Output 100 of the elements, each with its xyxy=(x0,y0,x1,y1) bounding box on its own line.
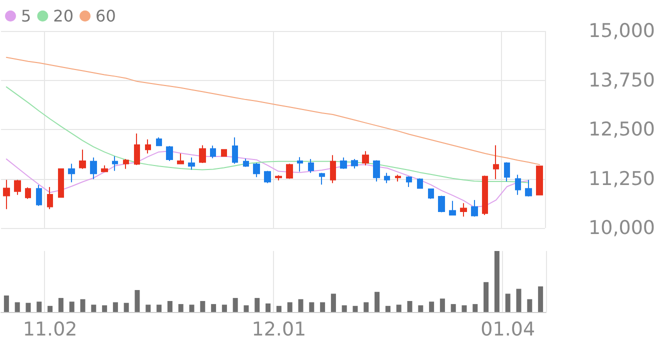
bar xyxy=(244,305,249,312)
candlestick xyxy=(471,200,478,218)
candlestick xyxy=(188,156,195,170)
candlestick xyxy=(351,158,358,170)
bar xyxy=(112,302,118,312)
bar xyxy=(527,299,532,312)
candlestick xyxy=(47,186,53,210)
bar xyxy=(36,302,42,312)
candlestick xyxy=(417,178,423,190)
candlestick xyxy=(221,149,227,157)
legend-label: 20 xyxy=(53,6,74,26)
candlestick xyxy=(525,179,532,197)
bar xyxy=(505,294,510,312)
candlestick xyxy=(340,156,347,170)
candlestick xyxy=(68,163,75,183)
candlestick xyxy=(79,149,86,170)
bar xyxy=(352,306,358,312)
candlestick xyxy=(253,162,260,178)
candlestick xyxy=(308,158,314,174)
candlestick xyxy=(243,158,249,168)
candlestick xyxy=(199,144,206,164)
bar xyxy=(472,304,478,312)
bar xyxy=(48,306,53,312)
candlestick xyxy=(123,158,129,170)
candlestick xyxy=(384,172,390,184)
candlestick xyxy=(145,138,151,154)
candlestick xyxy=(58,168,64,198)
candlestick xyxy=(319,172,325,186)
bar xyxy=(26,302,31,312)
bar xyxy=(80,299,86,312)
candlestick xyxy=(504,162,510,182)
candlestick xyxy=(449,200,456,216)
candlestick xyxy=(112,156,118,172)
candlestick xyxy=(297,156,303,172)
bar xyxy=(134,290,140,312)
bar xyxy=(309,302,314,312)
candlestick xyxy=(438,195,445,213)
candlestick xyxy=(36,184,42,206)
candlestick xyxy=(493,144,499,180)
candlestick xyxy=(428,188,434,200)
candlestick xyxy=(515,174,521,196)
bar xyxy=(91,304,96,312)
line-series xyxy=(6,56,540,166)
bar xyxy=(4,296,9,312)
candlestick xyxy=(286,163,293,180)
bar xyxy=(146,304,151,312)
x-tick-label: 12.01 xyxy=(252,318,306,340)
bar xyxy=(385,306,390,312)
y-tick-label: 13,750 xyxy=(588,69,655,92)
candlestick xyxy=(362,150,369,166)
candlestick xyxy=(406,176,412,188)
candlestick xyxy=(264,170,271,184)
candlestick xyxy=(536,165,543,196)
bar xyxy=(407,301,412,312)
candlestick xyxy=(166,146,173,162)
bar xyxy=(58,298,64,312)
bar xyxy=(276,306,282,312)
y-tick-label: 15,000 xyxy=(588,20,655,42)
bar xyxy=(69,302,74,312)
bar xyxy=(298,299,304,312)
bar xyxy=(330,294,336,312)
bar xyxy=(287,302,292,312)
bar xyxy=(266,303,271,312)
candlestick xyxy=(330,154,336,184)
y-tick-label: 12,500 xyxy=(588,118,655,140)
legend-label: 60 xyxy=(96,6,116,26)
line-series xyxy=(6,150,530,208)
bar xyxy=(102,305,108,312)
bar xyxy=(14,302,20,312)
candlestick xyxy=(156,136,162,147)
candlestick xyxy=(14,179,21,196)
bar xyxy=(200,301,206,312)
bar xyxy=(396,304,402,312)
bar xyxy=(342,305,347,312)
candlestick xyxy=(25,186,31,200)
bar xyxy=(254,298,260,312)
bar xyxy=(440,298,445,312)
bar xyxy=(484,282,489,312)
bar xyxy=(418,305,424,312)
bar xyxy=(222,304,227,312)
bar xyxy=(516,288,522,312)
candlestick xyxy=(177,153,184,164)
bar xyxy=(232,298,238,312)
bar xyxy=(167,301,172,312)
bar xyxy=(494,251,500,312)
x-tick-label: 01.04 xyxy=(480,318,536,340)
candlestick xyxy=(395,174,401,182)
candlestick xyxy=(275,174,282,181)
candlestick xyxy=(210,145,216,159)
candlestick xyxy=(134,132,140,166)
bar xyxy=(178,304,184,312)
candlestick xyxy=(460,202,467,218)
bar xyxy=(211,304,216,312)
y-tick-label: 10,000 xyxy=(588,217,655,239)
x-tick-label: 11.02 xyxy=(22,318,78,340)
bar xyxy=(124,302,129,312)
bar xyxy=(364,302,369,312)
candlestick xyxy=(90,156,97,180)
candlestick xyxy=(101,164,108,172)
candlestick xyxy=(373,160,380,182)
